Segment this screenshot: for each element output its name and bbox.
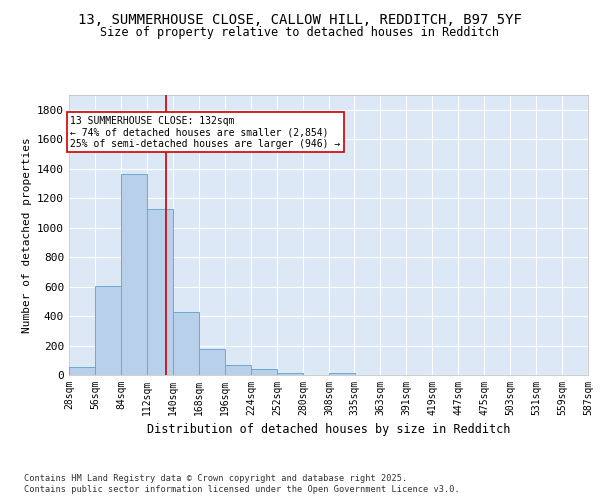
Y-axis label: Number of detached properties: Number of detached properties: [22, 137, 32, 333]
Bar: [173, 312, 199, 375]
Text: Contains public sector information licensed under the Open Government Licence v3: Contains public sector information licen…: [24, 485, 460, 494]
Text: 13 SUMMERHOUSE CLOSE: 132sqm
← 74% of detached houses are smaller (2,854)
25% of: 13 SUMMERHOUSE CLOSE: 132sqm ← 74% of de…: [70, 116, 340, 149]
Bar: [199, 349, 225, 375]
Bar: [147, 209, 173, 375]
Bar: [277, 373, 303, 375]
Text: 13, SUMMERHOUSE CLOSE, CALLOW HILL, REDDITCH, B97 5YF: 13, SUMMERHOUSE CLOSE, CALLOW HILL, REDD…: [78, 12, 522, 26]
Bar: [329, 373, 355, 375]
Text: Size of property relative to detached houses in Redditch: Size of property relative to detached ho…: [101, 26, 499, 39]
Bar: [95, 286, 121, 375]
Bar: [69, 367, 95, 375]
Bar: [251, 369, 277, 375]
Text: Contains HM Land Registry data © Crown copyright and database right 2025.: Contains HM Land Registry data © Crown c…: [24, 474, 407, 483]
Bar: [225, 366, 251, 375]
Bar: [121, 174, 147, 375]
X-axis label: Distribution of detached houses by size in Redditch: Distribution of detached houses by size …: [147, 424, 510, 436]
